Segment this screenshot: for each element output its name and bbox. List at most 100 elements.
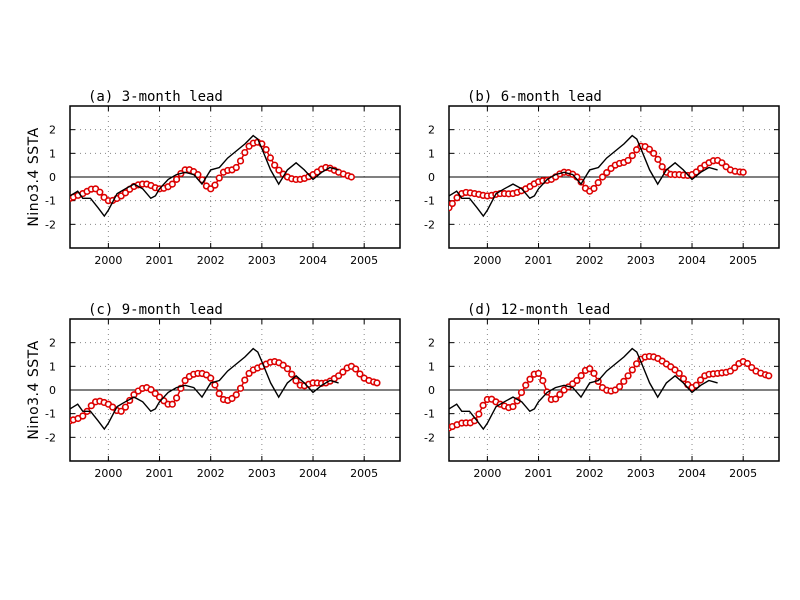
x-tick-label: 2000 (473, 254, 501, 267)
forecast-point (628, 366, 636, 374)
x-tick-label: 2004 (299, 254, 327, 267)
y-tick-label: -1 (424, 195, 435, 208)
x-tick-label: 2000 (94, 254, 122, 267)
x-tick-label: 2005 (729, 254, 757, 267)
x-tick-label: 2000 (473, 467, 501, 480)
forecast-point (121, 189, 130, 197)
forecast-point (347, 173, 355, 181)
forecast-point (232, 163, 240, 172)
x-tick-label: 2001 (525, 254, 553, 267)
x-tick-label: 2005 (350, 254, 378, 267)
observed-line (449, 134, 718, 218)
y-tick-label: 0 (49, 171, 56, 184)
forecast-point (743, 359, 752, 368)
y-tick-label: 0 (428, 384, 435, 397)
forecast-point (79, 412, 87, 420)
forecast-point (624, 372, 632, 380)
y-axis-label: Nino3.4 SSTA (26, 127, 42, 226)
forecast-point (352, 365, 360, 373)
forecast-point (168, 400, 176, 408)
forecast-point (228, 394, 236, 403)
x-tick-label: 2004 (299, 467, 327, 480)
forecast-point (236, 384, 245, 392)
forecast-point (718, 159, 726, 167)
y-tick-label: 2 (428, 337, 435, 350)
forecast-point (181, 376, 189, 385)
forecast-point (594, 179, 602, 187)
x-tick-label: 2002 (576, 467, 604, 480)
plot-area (449, 347, 773, 432)
y-tick-label: 0 (49, 384, 56, 397)
forecast-point (215, 390, 223, 398)
forecast-point (654, 155, 662, 163)
y-tick-label: 2 (428, 124, 435, 137)
y-tick-label: 1 (49, 147, 56, 160)
forecast-point (620, 377, 628, 385)
x-tick-label: 2002 (576, 254, 604, 267)
panel-a: 2000 2001 2002 2003 2004 2005 -2 -1 0 1 2 (a) 3-mon… (26, 89, 401, 267)
forecast-point (645, 145, 653, 153)
forecast-point (453, 194, 461, 202)
plot-area (449, 134, 747, 218)
forecast-point (650, 149, 658, 157)
forecast-point (679, 375, 688, 383)
forecast-point (271, 161, 279, 169)
forecast-point (211, 181, 219, 189)
forecast-point (573, 376, 581, 385)
forecast-point (96, 188, 104, 196)
forecast-point (586, 365, 594, 373)
forecast-point (632, 360, 641, 368)
x-tick-label: 2004 (678, 467, 706, 480)
forecast-point (121, 403, 130, 411)
forecast-point (551, 395, 560, 403)
x-tick-label: 2003 (248, 254, 276, 267)
forecast-point (598, 173, 607, 181)
forecast-point (292, 377, 300, 385)
panel-b: 2000 2001 2002 2003 2004 2005 -2 -1 0 1 2 (b) 6-mon… (424, 89, 780, 267)
forecast-point (215, 174, 223, 182)
forecast-point (624, 156, 632, 165)
forecast-point (172, 394, 181, 402)
forecast-point (147, 386, 155, 394)
forecast-point (262, 145, 270, 154)
panel-title: (c) 9-month lead (88, 302, 223, 318)
x-tick-label: 2002 (197, 467, 225, 480)
forecast-point (765, 372, 773, 380)
y-tick-label: 2 (49, 337, 56, 350)
y-tick-label: 1 (428, 147, 435, 160)
forecast-point (266, 154, 274, 162)
panel-title: (b) 6-month lead (467, 89, 602, 105)
observed-line (70, 347, 339, 431)
forecast-point (356, 370, 364, 378)
y-tick-label: 2 (49, 124, 56, 137)
x-tick-label: 2005 (350, 467, 378, 480)
forecast-point (207, 185, 215, 193)
panel-title: (d) 12-month lead (467, 302, 610, 318)
forecast-point (658, 163, 666, 171)
x-tick-label: 2003 (248, 467, 276, 480)
x-tick-label: 2000 (94, 467, 122, 480)
forecast-point (671, 366, 679, 374)
x-tick-label: 2004 (678, 254, 706, 267)
forecast-point (479, 401, 487, 409)
forecast-point (236, 157, 245, 165)
forecast-point (207, 374, 215, 382)
forecast-point (151, 389, 159, 398)
x-tick-label: 2001 (146, 254, 174, 267)
forecast-point (731, 364, 739, 372)
forecast-point (194, 171, 202, 179)
forecast-point (539, 377, 547, 385)
forecast-point (577, 372, 585, 380)
forecast-point (241, 148, 249, 157)
forecast-point (590, 369, 598, 377)
y-tick-label: -1 (424, 408, 435, 421)
y-tick-label: 1 (49, 360, 56, 373)
x-tick-label: 2001 (146, 467, 174, 480)
forecast-point (517, 388, 526, 397)
forecast-point (339, 368, 347, 376)
x-tick-label: 2003 (627, 254, 655, 267)
forecast-point (335, 372, 343, 380)
forecast-point (556, 390, 564, 399)
forecast-point (117, 407, 125, 415)
y-tick-label: -2 (45, 218, 56, 231)
